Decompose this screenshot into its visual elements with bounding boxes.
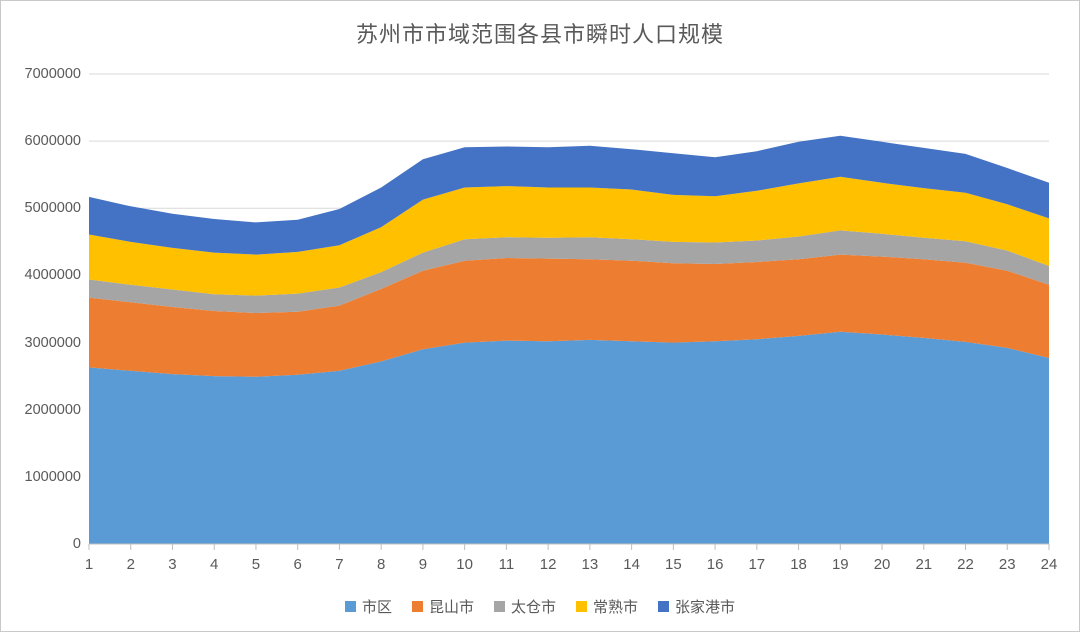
legend-item-shiqu: 市区 [344,596,392,617]
legend-label: 市区 [361,599,392,616]
x-tick-label: 24 [1040,556,1058,573]
x-tick-label: 23 [998,556,1016,573]
legend-swatch-shiqu [344,601,356,612]
area-shiqu [89,331,1049,544]
legend-item-zhangjiagang: 张家港市 [658,596,735,617]
x-tick-label: 16 [706,556,724,573]
x-tick-label: 7 [335,556,344,573]
y-tick-label: 6000000 [24,133,81,150]
area-kunshan [89,254,1049,377]
legend-swatch-zhangjiagang [658,601,670,612]
x-tick-label: 1 [84,556,94,573]
x-tick-label: 5 [251,556,261,573]
x-tick-label: 13 [581,556,599,573]
chart-title: 苏州市市域范围各县市瞬时人口规模 [355,22,724,47]
x-tick-label: 4 [210,556,219,573]
x-tick-label: 11 [498,556,515,573]
y-tick-label: 3000000 [24,334,81,351]
legend-label: 张家港市 [675,599,736,616]
area-zhangjiagang [89,135,1049,255]
legend-label: 常熟市 [593,599,639,616]
y-tick-label: 5000000 [24,200,81,217]
legend-label: 太仓市 [510,599,556,616]
legend-swatch-changshu [576,601,587,612]
y-tick-label: 4000000 [24,267,81,284]
x-tick-label: 3 [168,556,177,573]
y-tick-label: 7000000 [24,66,81,82]
legend-item-changshu: 常熟市 [576,596,638,617]
x-tick-label: 2 [126,556,135,573]
area-taicang [89,230,1049,313]
x-tick-label: 12 [539,556,557,573]
x-tick-label: 8 [377,556,386,573]
x-tick-label: 20 [873,556,891,573]
legend-swatch-kunshan [411,601,423,612]
legend-label: 昆山市 [428,599,474,616]
legend-item-taicang: 太仓市 [493,596,556,617]
x-tick-label: 22 [957,556,974,573]
y-tick-label: 0 [72,536,81,552]
y-tick-label: 1000000 [24,468,81,485]
legend-item-kunshan: 昆山市 [411,596,474,617]
x-tick-label: 17 [748,556,766,573]
x-tick-label: 15 [665,556,682,573]
x-tick-label: 6 [293,556,302,573]
y-tick-label: 2000000 [24,401,81,418]
x-tick-label: 18 [790,556,807,573]
x-tick-label: 14 [623,556,640,573]
x-tick-label: 10 [456,556,473,573]
legend: 市区 昆山市 太仓市 常熟市 张家港市 [1,596,1079,617]
x-tick-label: 21 [915,556,933,573]
x-tick-label: 19 [831,556,849,573]
legend-swatch-taicang [493,601,505,612]
area-changshu [89,176,1049,296]
x-tick-label: 9 [418,556,428,573]
